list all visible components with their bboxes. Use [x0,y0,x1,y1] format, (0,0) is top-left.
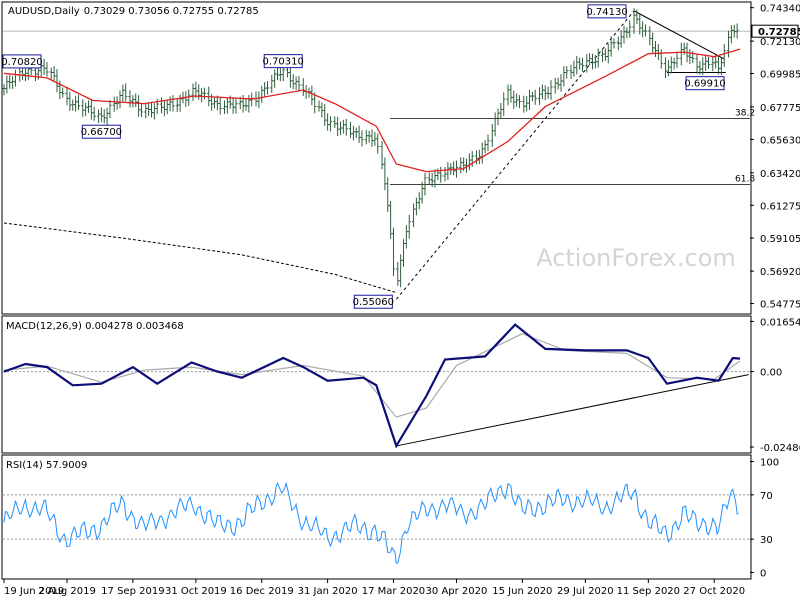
fib-level-label: 38.2 [735,108,755,118]
date-tick-label: 16 Dec 2019 [230,586,294,597]
price-tick-label: 0.69985 [760,70,800,81]
date-tick-label: 31 Oct 2019 [165,586,227,597]
price-tick-label: 0.67775 [760,103,800,114]
price-annotation: 0.70820 [1,54,43,69]
macd-line [3,323,741,449]
price-tick-label: 0.56920 [760,267,800,278]
price-annotation: 0.70310 [263,54,304,69]
date-tick-label: 11 Sep 2020 [617,586,680,597]
date-tick-label: 27 Oct 2020 [683,586,745,597]
current-price-label: 0.72785 [758,27,800,38]
price-tick-label: 0.61275 [760,201,800,212]
price-tick-label: 0.63420 [760,169,800,180]
price-annotation-box [587,4,627,19]
timeframe-label: Daily [54,6,79,17]
price-tick-label: 0.65630 [760,135,800,146]
price-tick-label: 0.72130 [760,37,800,48]
price-annotation-label: 0.70310 [263,57,304,68]
price-tick-label: 0.74340 [760,4,800,15]
price-tick-label: 0.59105 [760,234,800,245]
price-axis: 0.74340 0.72130 0.69985 0.67775 0.65630 0.634… [750,4,800,311]
price-annotation: 0.69910 [684,76,726,91]
price-annotation-box [2,54,42,69]
moving-average [3,48,741,173]
price-annotation: 0.74130 [586,4,628,19]
rsi-tick-label: 100 [760,458,779,469]
long-term-moving-average [3,222,397,294]
date-tick-label: 19 Jun 2019 [4,586,64,597]
rsi-tick-label: 30 [760,535,773,546]
current-price-badge: 0.72785 [751,24,800,38]
price-panel-frame [1,1,752,315]
price-trendline [633,10,725,60]
date-tick-label: 15 Jun 2020 [492,586,552,597]
price-annotation-box [263,54,303,69]
price-annotation-label: 0.69910 [684,79,725,90]
rsi-tick-label: 0 [760,568,766,579]
macd-header-label: MACD(12,26,9) 0.004278 0.003468 [6,321,184,332]
price-annotation-box [353,294,393,309]
watermark: ActionForex.com [536,244,736,272]
date-tick-label: 29 Jul 2020 [557,586,614,597]
date-tick-label: 17 Sep 2019 [101,586,164,597]
price-trendline [395,10,635,300]
macd-signal-line [3,333,741,418]
rsi-panel-frame [1,454,752,580]
current-price-box [751,24,799,38]
macd-tick-label: 0.01654 [760,317,800,328]
price-annotation-label: 0.70820 [1,57,42,68]
price-annotation-box [685,76,725,91]
price-header-symbol: AUDUSD,Daily 0.73029 0.73056 0.72755 0.72… [8,6,259,17]
rsi-layer: 100 70 30 0 [3,458,779,579]
date-tick-label: 30 Apr 2020 [426,586,488,597]
price-tick-label: 0.54775 [760,300,800,311]
price-annotation: 0.66700 [81,124,122,139]
symbol-label: AUDUSD [8,6,52,17]
fib-level-label: 61.8 [735,174,755,184]
rsi-header-label: RSI(14) 57.9009 [6,460,87,471]
macd-layer: 0.01654 0.00 -0.02486 [3,317,800,454]
rsi-tick-label: 70 [760,491,773,502]
price-annotation-box [81,124,121,139]
rsi-line [3,481,739,564]
price-layer: 38.2 61.8 0.70820 0.66700 0.70310 0.55060 0.74… [1,4,755,309]
price-annotation-label: 0.55060 [353,297,394,308]
macd-trendline [396,374,749,447]
date-tick-label: 31 Jan 2020 [298,586,358,597]
macd-tick-label: -0.02486 [760,443,800,454]
symbol-separator: , [51,6,54,17]
price-annotation-label: 0.74130 [586,7,627,18]
price-annotation: 0.55060 [353,294,394,309]
date-tick-label: 17 Mar 2020 [362,586,425,597]
date-tick-label: 2 Aug 2019 [38,586,96,597]
macd-tick-label: 0.00 [760,368,782,379]
price-annotation-label: 0.66700 [81,127,122,138]
quote-label: 0.73029 0.73056 0.72755 0.72785 [84,6,259,17]
